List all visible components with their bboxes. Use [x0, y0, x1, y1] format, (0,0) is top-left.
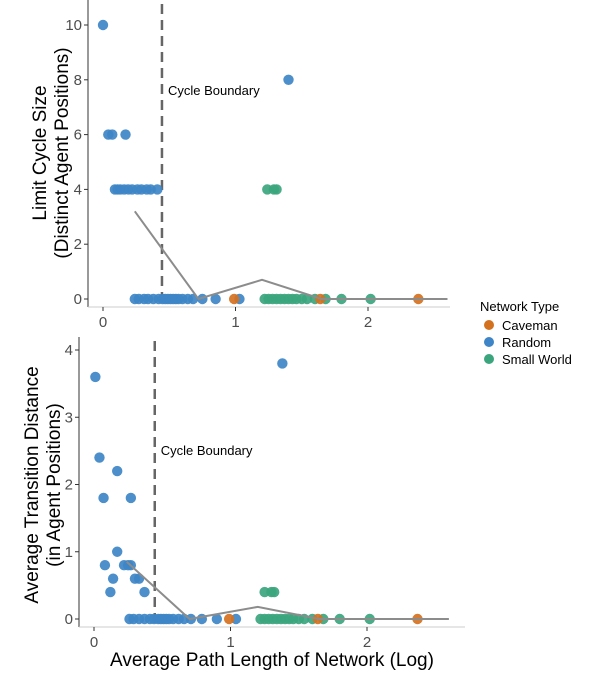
- bottom-y-tick-label: 2: [65, 477, 73, 494]
- bottom-point-random: [277, 358, 288, 369]
- bottom-x-tick-label: 2: [363, 634, 371, 651]
- bottom-point-random: [105, 586, 116, 598]
- bottom-point-random: [112, 465, 123, 477]
- bottom-ticks: 0 1 2 3 4 0 1 2: [65, 342, 372, 651]
- bottom-point-random: [129, 573, 141, 584]
- bottom-x-tick-label: 1: [226, 634, 234, 651]
- legend-label-random: Random: [502, 335, 551, 350]
- top-y-tick-label: 2: [74, 236, 82, 253]
- top-y-tick-label: 8: [74, 72, 82, 89]
- bottom-y-tick-label: 1: [65, 544, 73, 561]
- bottom-point-random: [94, 452, 105, 463]
- bottom-point-random: [112, 546, 123, 557]
- top-boundary-label: Cycle Boundary: [168, 83, 260, 98]
- bottom-y-axis-title-line1: Average Transition Distance: [22, 366, 43, 603]
- bottom-point-random: [139, 586, 150, 598]
- bottom-point-random: [122, 560, 134, 571]
- bottom-y-tick-label: 4: [65, 342, 73, 359]
- legend-label-small-world: Small World: [502, 352, 572, 367]
- bottom-point-random: [98, 492, 109, 504]
- legend-key-random: [484, 337, 494, 347]
- top-x-tick-label: 1: [231, 314, 239, 331]
- bottom-marks: [90, 341, 449, 627]
- bottom-point-small-world: [268, 586, 280, 598]
- top-point-random: [120, 129, 131, 140]
- legend-key-caveman: [484, 320, 494, 330]
- top-y-axis-title-line2: (Distinct Agent Positions): [52, 47, 73, 258]
- x-axis-title: Average Path Length of Network (Log): [110, 650, 434, 671]
- bottom-point-random: [211, 613, 223, 625]
- top-y-tick-label: 10: [65, 17, 82, 34]
- bottom-trend-line: [126, 561, 449, 621]
- bottom-point-random: [99, 560, 111, 571]
- bottom-y-axis-title-line2: (in Agent Positions): [44, 403, 65, 567]
- top-point-random: [97, 19, 109, 31]
- top-ticks: 0 2 4 6 8 10 0 1 2: [65, 17, 372, 331]
- bottom-point-random: [107, 573, 119, 584]
- top-point-caveman: [228, 293, 240, 305]
- panel-limit-cycle-size: 0 2 4 6 8 10 0 1 2 Cycle Boundary Limit Cycle Si…: [30, 0, 450, 331]
- top-marks: [97, 4, 448, 307]
- top-x-tick-label: 0: [99, 314, 107, 331]
- top-x-tick-label: 2: [364, 314, 372, 331]
- top-point-random: [152, 184, 163, 195]
- top-y-tick-label: 0: [74, 291, 82, 308]
- legend-label-caveman: Caveman: [502, 318, 558, 333]
- legend-title: Network Type: [480, 299, 559, 314]
- bottom-x-tick-label: 0: [90, 634, 98, 651]
- top-point-random: [210, 293, 221, 305]
- panel-transition-distance: 0 1 2 3 4 0 1 2 Cycle Boundary Average Transiti…: [22, 337, 465, 671]
- legend: Network Type Caveman Random Small World: [480, 299, 572, 367]
- bottom-y-tick-label: 0: [65, 611, 73, 628]
- top-y-tick-label: 4: [74, 181, 82, 198]
- top-point-random: [107, 129, 118, 140]
- bottom-point-random: [125, 492, 137, 504]
- legend-key-small-world: [484, 354, 494, 364]
- bottom-boundary-label: Cycle Boundary: [161, 443, 253, 458]
- top-trend-line: [133, 210, 448, 301]
- top-point-random: [283, 74, 294, 86]
- top-point-small-world: [271, 184, 282, 195]
- bottom-point-random: [90, 371, 101, 383]
- top-point-small-world: [301, 293, 313, 305]
- top-y-tick-label: 6: [74, 127, 82, 144]
- top-y-axis-title-line1: Limit Cycle Size: [30, 85, 51, 220]
- bottom-point-caveman: [223, 613, 235, 625]
- bottom-y-tick-label: 3: [65, 409, 73, 426]
